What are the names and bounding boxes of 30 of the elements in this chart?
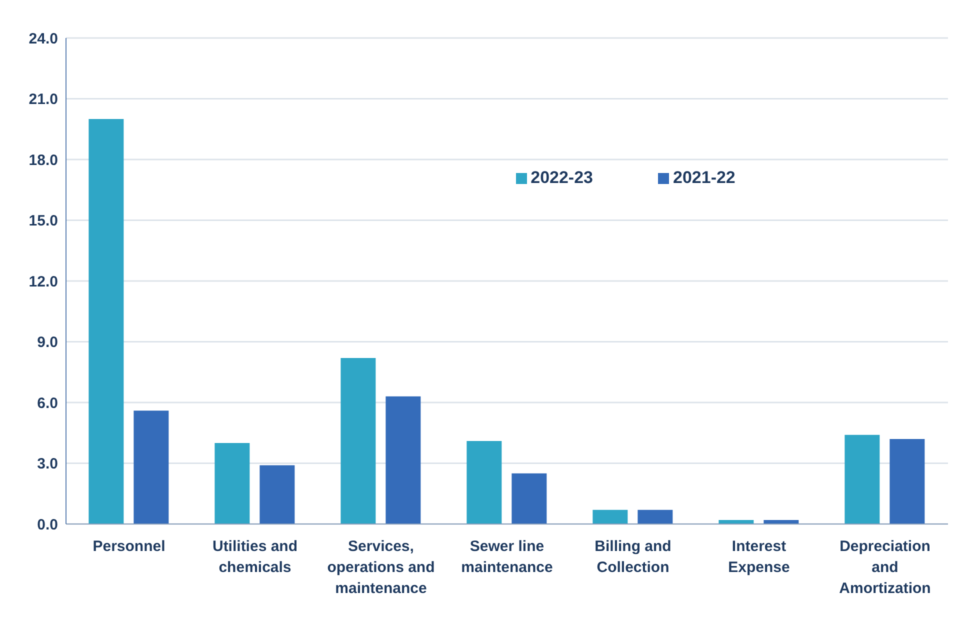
bar — [890, 438, 925, 524]
x-tick-label: Interest Expense — [728, 538, 790, 576]
y-tick-label: 24.0 — [28, 30, 58, 48]
bar — [340, 358, 376, 524]
y-tick-label: 21.0 — [28, 91, 58, 108]
bar — [592, 510, 628, 524]
y-tick-label: 12.0 — [28, 273, 58, 290]
x-tick-label: Utilities and chemicals — [212, 538, 298, 576]
x-tick-label: Billing and Collection — [594, 538, 672, 576]
x-tick-label: Services, operations and maintenance — [327, 538, 435, 597]
x-tick-label: Personnel — [92, 538, 166, 555]
bar — [844, 434, 880, 524]
bar — [214, 443, 250, 524]
legend-label: 2021-22 — [673, 168, 736, 187]
bar — [638, 510, 673, 524]
y-tick-label: 6.0 — [37, 394, 58, 412]
bar — [134, 410, 169, 524]
bar — [512, 473, 547, 524]
y-tick-label: 15.0 — [28, 212, 58, 230]
x-tick-label: Depreciation and Amortization — [839, 538, 931, 597]
y-tick-label: 0.0 — [37, 516, 58, 534]
bar — [386, 396, 421, 524]
y-tick-label: 18.0 — [28, 152, 58, 169]
y-tick-label: 9.0 — [37, 334, 58, 352]
bar — [260, 465, 295, 524]
y-tick-label: 3.0 — [37, 456, 58, 473]
x-tick-label: Sewer line maintenance — [461, 538, 553, 576]
bar — [466, 440, 502, 524]
bar — [88, 119, 124, 524]
legend-label: 2022-23 — [530, 168, 593, 187]
